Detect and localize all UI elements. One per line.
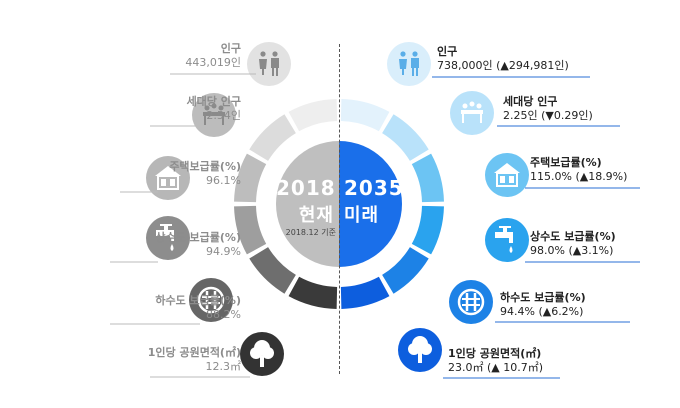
- left-item-housing: 주택보급률(%) 96.1%: [169, 160, 241, 187]
- right-item-water: 상수도 보급률(%) 98.0% (▲3.1%): [530, 230, 616, 257]
- right-people-icon: [399, 51, 419, 76]
- ring-segment-left-5: [249, 247, 296, 294]
- right-item-population: 인구 738,000인 (▲294,981인): [437, 45, 569, 72]
- left-people-icon-bg: [247, 42, 291, 86]
- left-faucet-icon: [156, 224, 174, 251]
- ring-segment-right-3: [411, 153, 444, 203]
- right-item-household: 세대당 인구 2.25인 (▼0.29인): [503, 95, 593, 122]
- left-item-household: 세대당 인구 2.54인: [186, 95, 241, 122]
- ring-segment-left-3: [234, 153, 267, 203]
- right-faucet-icon-bg: [485, 218, 529, 262]
- right-faucet-icon: [495, 226, 513, 253]
- ring-segment-left-1: [288, 99, 338, 132]
- left-item-sewer: 하수도 보급률(%) 88.2%: [155, 294, 241, 321]
- center-half-left: [276, 141, 339, 267]
- ring-segment-right-6: [340, 276, 390, 309]
- left-house-icon: [155, 166, 181, 190]
- center-half-right: [339, 141, 402, 267]
- right-item-park: 1인당 공원면적(㎡) 23.0㎡ (▲ 10.7㎡): [448, 347, 544, 374]
- right-year: 2035: [344, 176, 404, 200]
- ring-segment-left-2: [249, 114, 296, 161]
- right-manhole-icon-bg: [449, 280, 493, 324]
- right-manhole-icon: [457, 288, 485, 316]
- ring-segment-left-6: [288, 276, 338, 309]
- ring-segment-right-5: [382, 247, 429, 294]
- left-household-icon: [203, 103, 225, 125]
- left-people-icon: [259, 51, 279, 76]
- ring-segment-right-1: [340, 99, 390, 132]
- left-item-water: 상수도 보급률(%) 94.9%: [155, 231, 241, 258]
- ring-segment-right-2: [382, 114, 429, 161]
- right-house-icon-bg: [485, 153, 529, 197]
- ring-segment-right-4: [411, 205, 444, 255]
- left-note: 2018.12 기준: [285, 228, 336, 237]
- left-faucet-icon-bg: [146, 216, 190, 260]
- left-item-park: 1인당 공원면적(㎡) 12.3㎡: [147, 346, 241, 373]
- right-people-icon-bg: [387, 42, 431, 86]
- right-item-sewer: 하수도 보급률(%) 94.4% (▲6.2%): [500, 291, 586, 318]
- right-item-housing: 주택보급률(%) 115.0% (▲18.9%): [530, 156, 628, 183]
- right-house-icon: [494, 163, 520, 187]
- left-label: 현재: [298, 205, 334, 226]
- right-label: 미래: [344, 205, 380, 226]
- center-divider: [339, 44, 340, 374]
- left-item-population: 인구 443,019인: [185, 42, 241, 69]
- left-manhole-icon: [197, 286, 225, 314]
- left-tree-icon: [250, 340, 274, 367]
- ring-segment-left-4: [234, 205, 267, 255]
- right-household-icon: [461, 101, 483, 123]
- left-year: 2018: [276, 176, 336, 200]
- right-tree-icon: [408, 336, 432, 363]
- left-manhole-icon-bg: [189, 278, 233, 322]
